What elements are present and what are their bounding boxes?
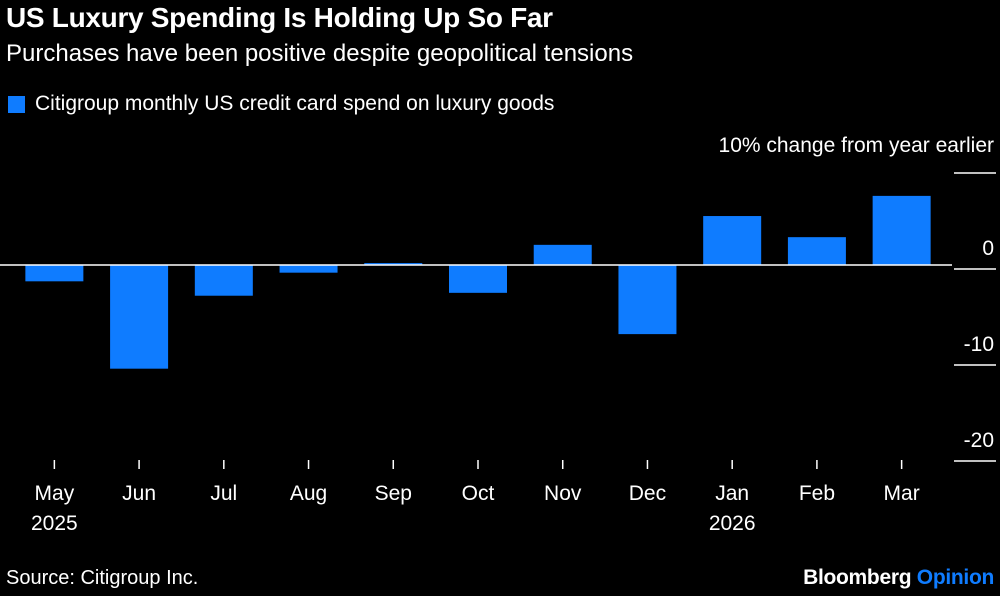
bar-dec bbox=[618, 265, 677, 335]
x-tick-label-sep: Sep bbox=[375, 482, 412, 505]
bar-oct bbox=[449, 265, 507, 293]
x-tick-label-jun: Jun bbox=[122, 482, 156, 505]
bar-nov bbox=[533, 244, 592, 265]
bloomberg-opinion-logo: Bloomberg Opinion bbox=[803, 566, 994, 590]
x-tick-label-feb: Feb bbox=[799, 482, 835, 505]
legend-label: Citigroup monthly US credit card spend o… bbox=[35, 92, 555, 115]
legend-swatch bbox=[8, 95, 25, 113]
brand-suffix: Opinion bbox=[916, 566, 995, 589]
legend: Citigroup monthly US credit card spend o… bbox=[8, 92, 554, 116]
x-tick-label-mar: Mar bbox=[884, 482, 920, 505]
bar-aug bbox=[279, 265, 338, 273]
x-tick-label-oct: Oct bbox=[462, 482, 495, 505]
brand-name: Bloomberg bbox=[803, 566, 912, 589]
x-year-label-2026: 2026 bbox=[709, 512, 756, 535]
x-tick-label-aug: Aug bbox=[290, 482, 327, 505]
bar-jun bbox=[110, 265, 169, 369]
chart-subtitle: Purchases have been positive despite geo… bbox=[6, 40, 634, 67]
x-tick-label-dec: Dec bbox=[629, 482, 666, 505]
x-tick-label-nov: Nov bbox=[544, 482, 582, 505]
source-note: Source: Citigroup Inc. bbox=[6, 567, 199, 589]
x-year-label-2025: 2025 bbox=[31, 512, 78, 535]
bar-mar bbox=[872, 195, 931, 265]
bar-feb bbox=[787, 237, 846, 265]
bar-sep bbox=[364, 263, 423, 265]
chart-title: US Luxury Spending Is Holding Up So Far bbox=[6, 2, 553, 33]
x-tick-label-jan: Jan bbox=[715, 482, 749, 505]
y-tick-label--20: -20 bbox=[964, 429, 994, 452]
y-tick-label--10: -10 bbox=[964, 333, 994, 356]
bar-jan bbox=[703, 216, 762, 265]
x-tick-label-jul: Jul bbox=[210, 482, 237, 505]
y-axis-unit-label: 10% change from year earlier bbox=[719, 134, 994, 157]
bar-jul bbox=[194, 265, 253, 296]
x-tick-label-may: May bbox=[35, 482, 75, 505]
bar-may bbox=[25, 265, 84, 282]
y-tick-label-0: 0 bbox=[982, 237, 994, 260]
